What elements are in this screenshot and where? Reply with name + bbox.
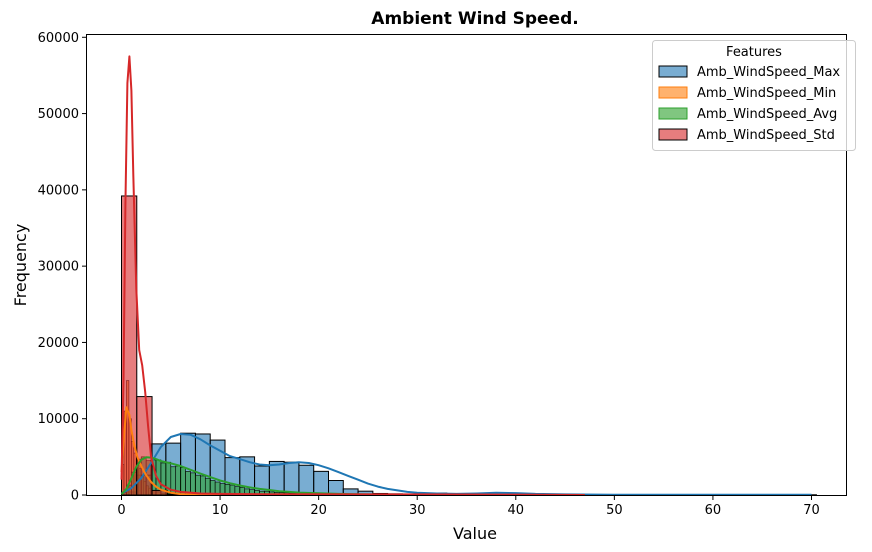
x-axis-title: Value	[453, 524, 497, 543]
bar-amb-windspeed-avg-16	[200, 475, 206, 496]
legend-swatch-amb-windspeed-std	[658, 128, 688, 141]
legend-box	[652, 40, 856, 151]
y-axis-title: Frequency	[11, 224, 30, 307]
y-tick-label: 30000	[38, 260, 79, 275]
legend: Features Amb_WindSpeed_MaxAmb_WindSpeed_…	[652, 40, 856, 151]
kde-line-amb-windspeed-max	[121, 433, 812, 496]
legend-entries: Amb_WindSpeed_Max Amb_WindSpeed_Min Amb_Wi…	[658, 65, 840, 143]
bar-amb-windspeed-avg-17	[204, 477, 211, 496]
plot-area-frame	[86, 34, 847, 496]
x-tick-label: 60	[705, 503, 722, 518]
legend-swatch-amb-windspeed-min	[658, 86, 688, 99]
bar-amb-windspeed-max-13	[313, 470, 330, 496]
x-tick-label: 50	[606, 503, 623, 518]
y-tick-label: 0	[71, 489, 79, 504]
kde-curves	[120, 55, 812, 496]
legend-label-amb-windspeed-std: Amb_WindSpeed_Std	[697, 128, 835, 143]
chart-title: Ambient Wind Speed.	[371, 9, 578, 29]
bar-amb-windspeed-avg-12	[180, 467, 186, 496]
bar-amb-windspeed-max-12	[298, 464, 315, 496]
x-axis-ticks: 0 10 20 30 40 50 60 70	[117, 495, 820, 518]
legend-label-amb-windspeed-avg: Amb_WindSpeed_Avg	[697, 107, 837, 122]
legend-swatch-amb-windspeed-avg	[658, 107, 688, 120]
x-tick-label: 40	[508, 503, 525, 518]
bar-amb-windspeed-avg-14	[190, 472, 196, 496]
y-tick-label: 40000	[38, 183, 79, 198]
y-tick-label: 20000	[38, 336, 79, 351]
kde-line-amb-windspeed-std	[120, 55, 585, 496]
y-tick-label: 10000	[38, 412, 79, 427]
legend-swatch-amb-windspeed-max	[658, 65, 688, 78]
x-tick-label: 20	[310, 503, 327, 518]
bar-amb-windspeed-max-11	[283, 461, 300, 496]
y-axis-ticks: 0 10000 20000 30000 40000 50000 60000	[38, 31, 87, 504]
bar-amb-windspeed-avg-15	[195, 474, 201, 496]
kde-line-amb-windspeed-min	[120, 406, 221, 496]
x-tick-label: 0	[117, 503, 125, 518]
y-tick-label: 50000	[38, 107, 79, 122]
legend-label-amb-windspeed-max: Amb_WindSpeed_Max	[697, 65, 840, 80]
legend-title: Features	[726, 45, 782, 60]
x-tick-label: 70	[803, 503, 820, 518]
legend-label-amb-windspeed-min: Amb_WindSpeed_Min	[697, 86, 836, 101]
x-tick-label: 30	[409, 503, 426, 518]
x-tick-label: 10	[212, 503, 229, 518]
y-tick-label: 60000	[38, 31, 79, 46]
